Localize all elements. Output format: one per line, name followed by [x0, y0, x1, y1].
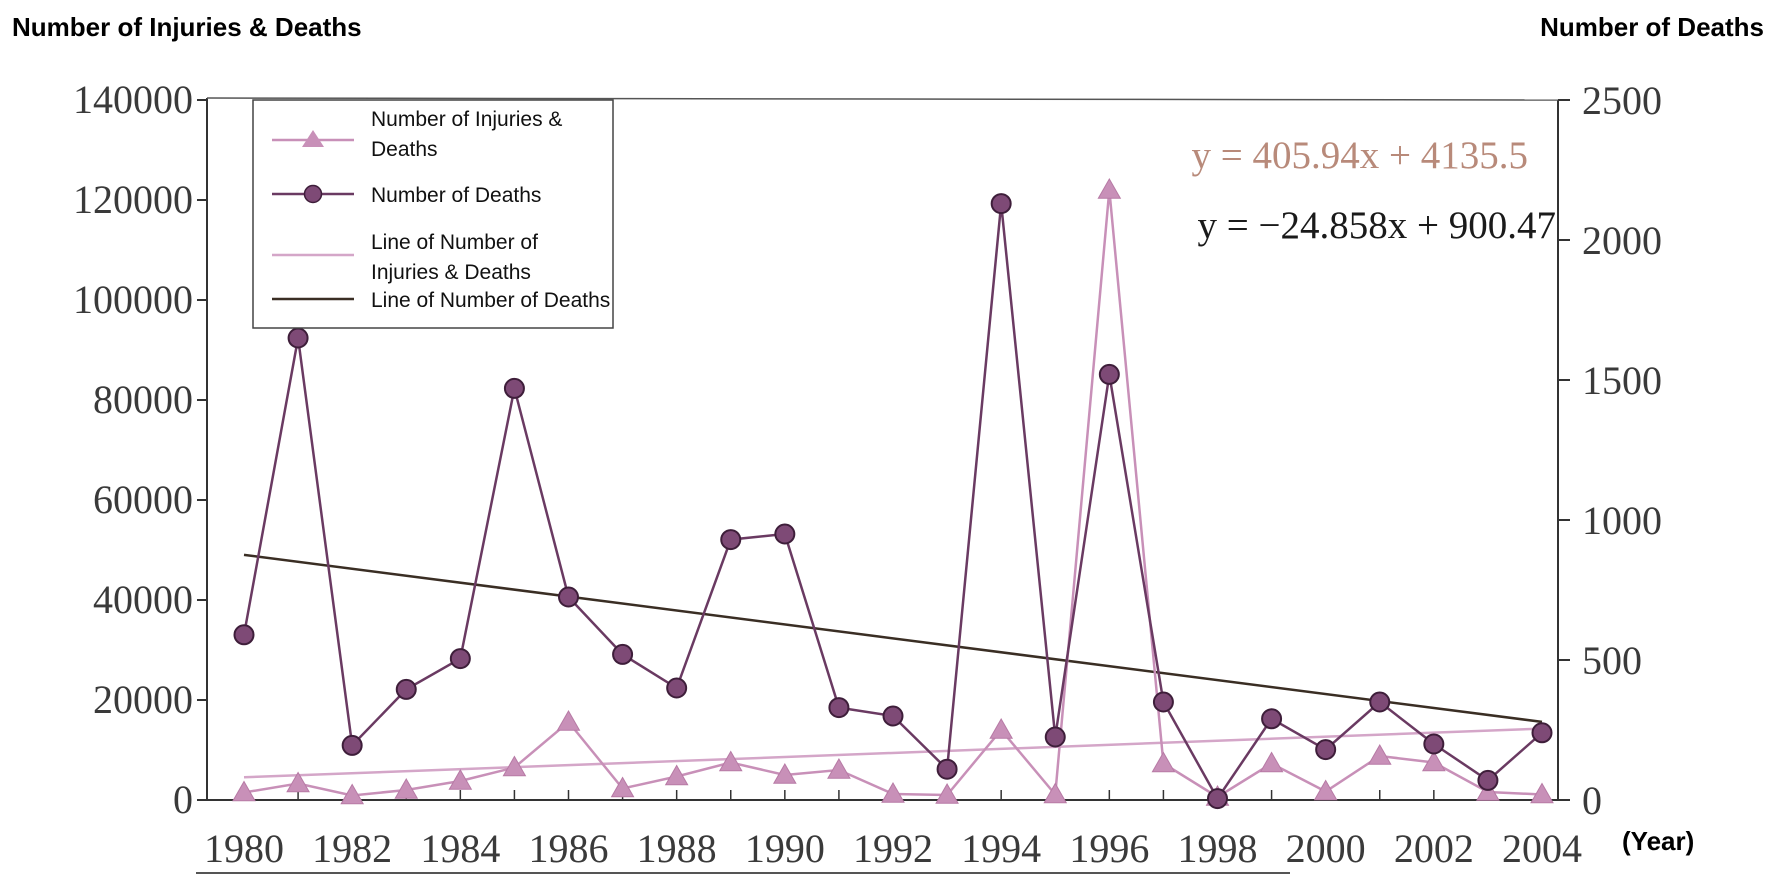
x-tick-label: 1998 [1178, 826, 1258, 871]
deaths-point [395, 678, 417, 700]
legend-label: Number of Deaths [371, 184, 541, 207]
x-tick-label: 1992 [853, 826, 933, 871]
injuries-point [610, 776, 635, 798]
right-tick-label: 2000 [1582, 218, 1662, 263]
right-axis-title: Number of Deaths [1540, 12, 1764, 42]
injuries-trendline [243, 727, 1543, 779]
deaths-point [503, 377, 525, 399]
left-tick-label: 140000 [73, 77, 193, 122]
x-tick-label: 1988 [637, 826, 717, 871]
injuries-point [340, 783, 365, 805]
deaths-trend-equation: y = −24.858x + 900.47 [1198, 204, 1556, 247]
legend: Number of Injuries & Deaths Number of Deat… [252, 99, 614, 329]
deaths-point [1098, 363, 1120, 385]
left-axis-ticks: 0 20000 40000 60000 80000 100000 120000 140000 [73, 77, 207, 822]
right-tick-label: 500 [1582, 638, 1642, 683]
injuries-point [718, 750, 743, 772]
x-axis-unit-label: (Year) [1622, 826, 1695, 856]
injuries-point [664, 764, 689, 786]
left-tick-label: 40000 [93, 577, 193, 622]
legend-label: Line of Number of Deaths [371, 289, 610, 312]
x-tick-label: 1996 [1069, 826, 1149, 871]
left-tick-label: 0 [173, 777, 193, 822]
injuries-point [448, 768, 473, 790]
x-tick-label: 2000 [1286, 826, 1366, 871]
legend-label: Number of Injuries & [371, 108, 562, 131]
deaths-point [828, 697, 850, 719]
x-axis-ticks: 1980 1982 1984 1986 1988 1990 1992 1994 1996 1998… [204, 790, 1582, 871]
deaths-point [558, 586, 579, 608]
injuries-point [1151, 751, 1176, 773]
left-tick-label: 20000 [93, 677, 193, 722]
right-tick-label: 2500 [1582, 78, 1662, 123]
left-tick-label: 100000 [73, 277, 193, 322]
left-tick-label: 120000 [73, 177, 193, 222]
top-border-line [206, 97, 1559, 101]
x-tick-label: 2004 [1502, 826, 1582, 871]
injuries-point [1259, 751, 1284, 773]
deaths-point [449, 648, 471, 670]
right-axis-ticks: 0 500 1000 1500 2000 2500 [1558, 78, 1662, 823]
injuries-point [286, 771, 310, 793]
injuries-point [935, 782, 959, 804]
deaths-point [882, 705, 904, 727]
injuries-point [881, 781, 905, 803]
deaths-point [233, 624, 255, 646]
injuries-point [989, 717, 1014, 739]
injuries-point [502, 755, 527, 777]
injuries-point [232, 780, 256, 802]
deaths-point [936, 758, 958, 780]
deaths-point [1152, 691, 1174, 713]
x-tick-label: 1994 [961, 826, 1041, 871]
deaths-point [1531, 722, 1553, 744]
x-tick-label: 2002 [1394, 826, 1474, 871]
right-tick-label: 0 [1582, 778, 1602, 823]
x-tick-label: 1990 [745, 826, 825, 871]
deaths-point [612, 643, 634, 665]
injuries-point [827, 757, 851, 779]
injuries-point [1530, 782, 1554, 804]
legend-label: Line of Number of [371, 231, 538, 254]
injuries-point [1043, 782, 1068, 804]
deaths-point [1477, 769, 1499, 791]
left-axis-title: Number of Injuries & Deaths [12, 12, 362, 42]
deaths-point [287, 327, 309, 349]
right-tick-label: 1500 [1582, 358, 1662, 403]
deaths-point [774, 523, 796, 545]
legend-label: Deaths [371, 138, 438, 161]
deaths-point [1315, 739, 1337, 761]
series [232, 177, 1554, 810]
x-tick-label: 1980 [204, 826, 284, 871]
left-tick-label: 60000 [93, 477, 193, 522]
injuries-trend-equation: y = 405.94x + 4135.5 [1192, 134, 1529, 177]
deaths-point [1423, 733, 1445, 755]
trend-equations: y = 405.94x + 4135.5 y = −24.858x + 900.4… [1192, 134, 1557, 247]
injuries-point [556, 709, 581, 731]
injuries-point [394, 777, 419, 799]
trendlines [243, 553, 1543, 779]
legend-label: Injuries & Deaths [371, 261, 531, 284]
deaths-point [1369, 691, 1391, 713]
deaths-point [990, 193, 1012, 215]
x-tick-label: 1984 [420, 826, 500, 871]
deaths-point [341, 734, 363, 756]
injuries-point [1367, 743, 1392, 765]
injuries-point [1313, 779, 1338, 801]
injuries-point [772, 762, 797, 784]
deaths-point [666, 677, 688, 699]
deaths-point [1044, 726, 1066, 748]
deaths-point [1207, 788, 1228, 810]
right-tick-label: 1000 [1582, 498, 1662, 543]
x-tick-label: 1986 [529, 826, 609, 871]
x-tick-label: 1982 [312, 826, 392, 871]
deaths-point [720, 529, 742, 551]
legend-circle-marker [303, 184, 323, 204]
injuries-point [1097, 177, 1122, 199]
injuries-point [1421, 750, 1446, 772]
deaths-trendline [243, 553, 1543, 724]
left-tick-label: 80000 [93, 377, 193, 422]
legend-triangle-marker [302, 130, 324, 147]
deaths-point [1261, 708, 1283, 730]
